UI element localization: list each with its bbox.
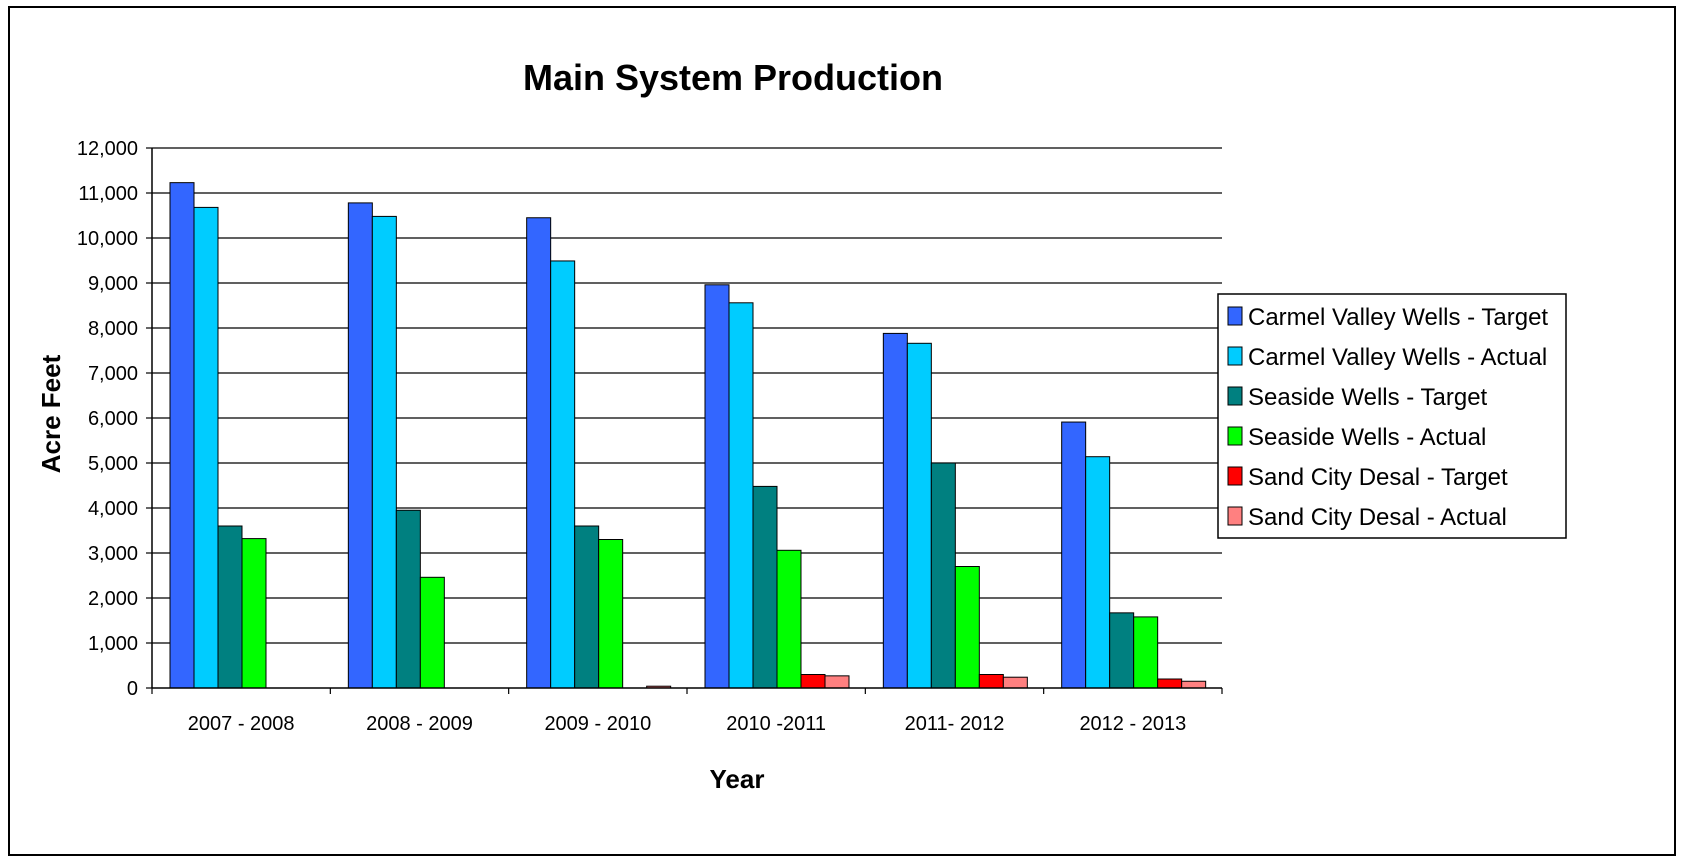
legend-swatch (1227, 506, 1243, 526)
x-tick-label: 2012 - 2013 (1079, 713, 1186, 735)
bar (1181, 680, 1207, 689)
chart-frame: Main System Production 0 1,000 2,000 3,000 4… (8, 6, 1676, 856)
bar (1002, 676, 1028, 689)
bar (193, 206, 219, 689)
axes: 0 1,000 2,000 3,000 4,000 5,000 6,000 7,000 8,00… (77, 138, 1223, 735)
bar (824, 675, 850, 689)
bar (574, 525, 600, 689)
x-tick-label: 2007 - 2008 (188, 713, 295, 735)
bar (978, 674, 1004, 689)
bar (395, 509, 421, 689)
y-tick-label: 0 (127, 678, 138, 700)
legend-swatch (1227, 426, 1243, 446)
bar (1061, 421, 1087, 689)
y-tick-label: 1,000 (88, 633, 138, 655)
bar (704, 284, 730, 689)
bar (800, 674, 826, 689)
y-tick-label: 6,000 (88, 408, 138, 430)
legend-label: Sand City Desal - Target (1248, 464, 1508, 491)
bar (526, 217, 552, 689)
legend-label: Sand City Desal - Actual (1248, 504, 1507, 531)
y-tick-label: 8,000 (88, 318, 138, 340)
legend-swatch (1227, 466, 1243, 486)
legend-box (1217, 293, 1567, 539)
bars (169, 182, 1207, 689)
x-tick-label: 2009 - 2010 (544, 713, 651, 735)
legend-label: Seaside Wells - Target (1248, 384, 1488, 411)
y-tick-label: 2,000 (88, 588, 138, 610)
legend-swatch (1227, 306, 1243, 326)
legend-swatch (1227, 346, 1243, 366)
bar (906, 342, 932, 689)
bar (217, 525, 243, 689)
bar (241, 538, 267, 689)
bar (882, 332, 908, 689)
chart-svg: Main System Production 0 1,000 2,000 3,000 4… (36, 57, 1567, 794)
bar (1085, 456, 1111, 689)
y-tick-label: 7,000 (88, 363, 138, 385)
x-tick-label: 2011- 2012 (905, 713, 1005, 735)
y-tick-label: 12,000 (77, 138, 138, 160)
gridlines (152, 147, 1222, 644)
bar (169, 182, 195, 689)
legend-swatch (1227, 386, 1243, 406)
legend: Carmel Valley Wells - Target Carmel Valle… (1217, 293, 1567, 539)
y-tick-label: 4,000 (88, 498, 138, 520)
bar (347, 202, 373, 689)
bar (930, 462, 956, 689)
bar (1133, 616, 1159, 689)
bar (371, 215, 397, 689)
x-tick-label: 2010 -2011 (726, 713, 826, 735)
bar (550, 260, 576, 689)
y-tick-label: 10,000 (77, 228, 138, 250)
y-tick-label: 5,000 (88, 453, 138, 475)
y-tick-label: 9,000 (88, 273, 138, 295)
legend-label: Seaside Wells - Actual (1248, 424, 1486, 451)
bar (1157, 678, 1183, 689)
x-tick-label: 2008 - 2009 (366, 713, 473, 735)
legend-label: Carmel Valley Wells - Actual (1248, 344, 1547, 371)
y-tick-label: 3,000 (88, 543, 138, 565)
bar (776, 549, 802, 689)
bar (419, 576, 445, 689)
bar (752, 485, 778, 689)
bar (954, 566, 980, 689)
y-axis-title: Acre Feet (36, 354, 66, 473)
legend-label: Carmel Valley Wells - Target (1248, 304, 1548, 331)
bar (598, 539, 624, 689)
x-axis-title: Year (710, 764, 765, 794)
y-tick-label: 11,000 (78, 183, 138, 205)
bar (1109, 612, 1135, 689)
bar (728, 302, 754, 689)
chart-title: Main System Production (523, 57, 943, 98)
